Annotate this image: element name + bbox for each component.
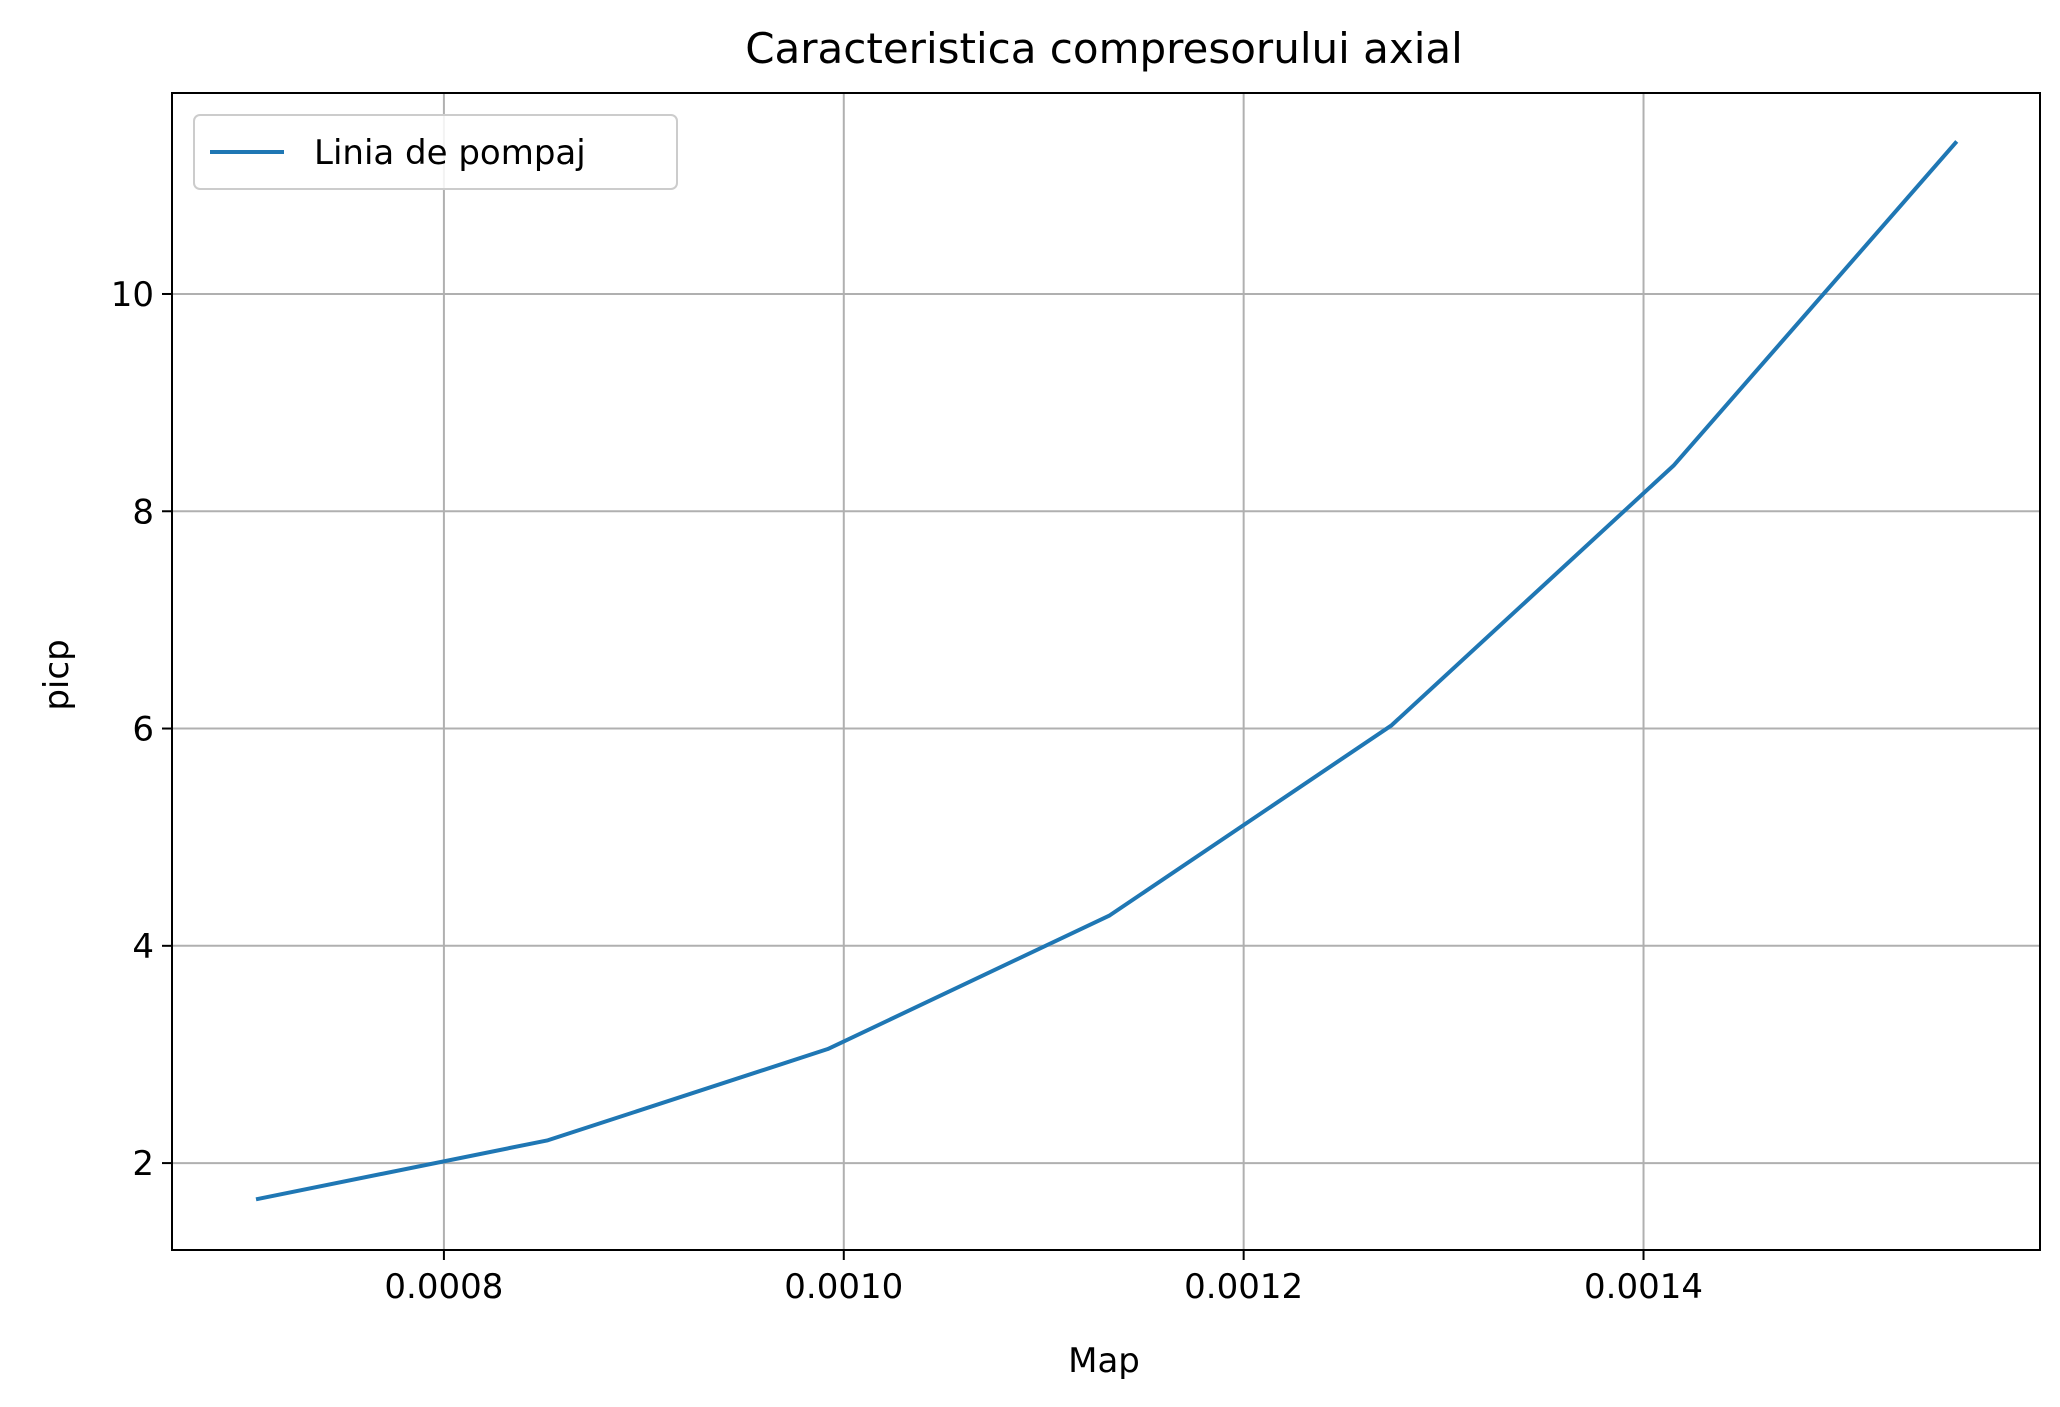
x-tick-label: 0.0012	[1184, 1267, 1303, 1307]
x-axis-label: Map	[1068, 1341, 1140, 1381]
x-tick-label: 0.0008	[384, 1267, 503, 1307]
y-axis-label: picp	[37, 639, 77, 710]
y-tick-label: 6	[132, 710, 154, 750]
axes-frame	[171, 92, 2041, 1251]
series-line-0	[255, 140, 1959, 1202]
legend-label-0: Linia de pompaj	[314, 133, 586, 173]
y-tick-label: 4	[132, 927, 154, 967]
plot-area: 0.0008 0.0010 0.0012 0.0014 2 4 6 8 10 Linia de p…	[111, 92, 2041, 1307]
y-tick-label: 2	[132, 1144, 154, 1184]
x-tick-label: 0.0010	[784, 1267, 903, 1307]
legend-box	[193, 114, 678, 190]
y-tick-label: 10	[111, 275, 154, 315]
y-tick-label: 8	[132, 492, 154, 532]
chart-title: Caracteristica compresorului axial	[745, 24, 1463, 73]
x-tick-label: 0.0014	[1584, 1267, 1703, 1307]
